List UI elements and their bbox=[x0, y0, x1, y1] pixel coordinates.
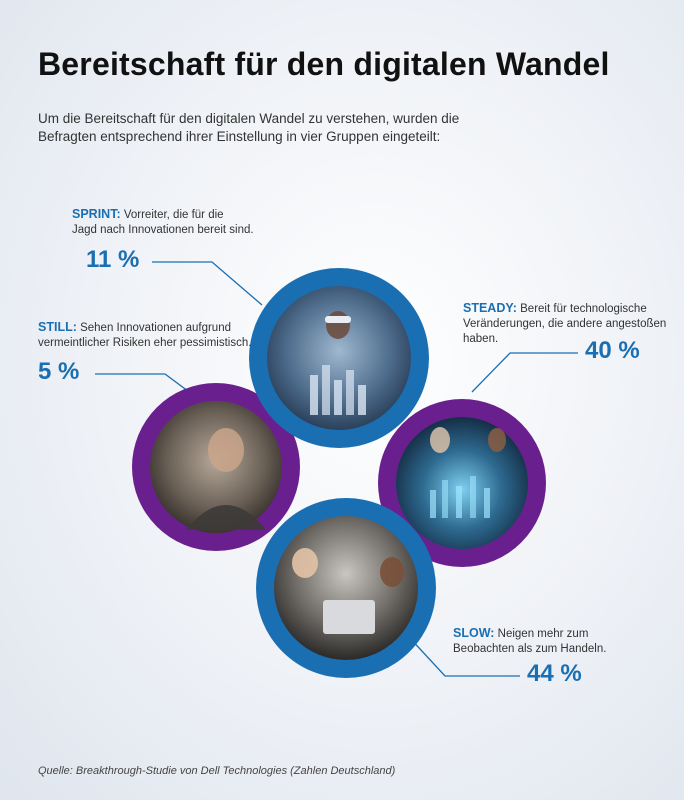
slow-text-line2: Beobachten als zum Handeln. bbox=[453, 643, 607, 655]
slow-circle bbox=[256, 498, 436, 678]
page-title: Bereitschaft für den digitalen Wandel bbox=[38, 46, 610, 82]
steady-percentage: 40 % bbox=[585, 337, 640, 364]
steady-circle bbox=[378, 399, 546, 567]
slow-description: SLOW: Neigen mehr zum Beobachten als zum… bbox=[453, 626, 653, 657]
slow-connector-line bbox=[407, 635, 520, 677]
still-circle bbox=[132, 383, 300, 551]
still-text-line1: Sehen Innovationen aufgrund bbox=[80, 322, 231, 334]
slow-label: SLOW: bbox=[453, 626, 495, 640]
sprint-percentage: 11 % bbox=[86, 246, 140, 273]
slow-text-line1: Neigen mehr zum bbox=[497, 628, 589, 640]
still-description: STILL: Sehen Innovationen aufgrund verme… bbox=[38, 320, 278, 351]
sprint-description: SPRINT: Vorreiter, die für die Jagd nach… bbox=[72, 207, 272, 238]
still-text-line2: vermeintlicher Risiken eher pessimistisc… bbox=[38, 337, 252, 349]
steady-label: STEADY: bbox=[463, 301, 517, 315]
steady-connector-line bbox=[471, 352, 578, 393]
intro-text: Um die Bereitschaft für den digitalen Wa… bbox=[38, 111, 460, 144]
source-note: Quelle: Breakthrough-Studie von Dell Tec… bbox=[38, 765, 396, 777]
steady-text-line2: Veränderungen, die andere angestoßen bbox=[463, 318, 667, 330]
sprint-connector-line bbox=[152, 261, 263, 306]
steady-description: STEADY: Bereit für technologische Veränd… bbox=[463, 301, 673, 347]
sprint-text-line1: Vorreiter, die für die bbox=[123, 209, 224, 221]
sprint-circle bbox=[249, 268, 429, 448]
still-label: STILL: bbox=[38, 320, 77, 334]
sprint-label: SPRINT: bbox=[72, 207, 121, 221]
steady-text-line1: Bereit für technologische bbox=[520, 303, 647, 315]
steady-text-line3: haben. bbox=[463, 333, 499, 345]
slow-percentage: 44 % bbox=[527, 660, 582, 687]
still-percentage: 5 % bbox=[38, 358, 80, 385]
sprint-text-line2: Jagd nach Innovationen bereit sind. bbox=[72, 224, 254, 236]
